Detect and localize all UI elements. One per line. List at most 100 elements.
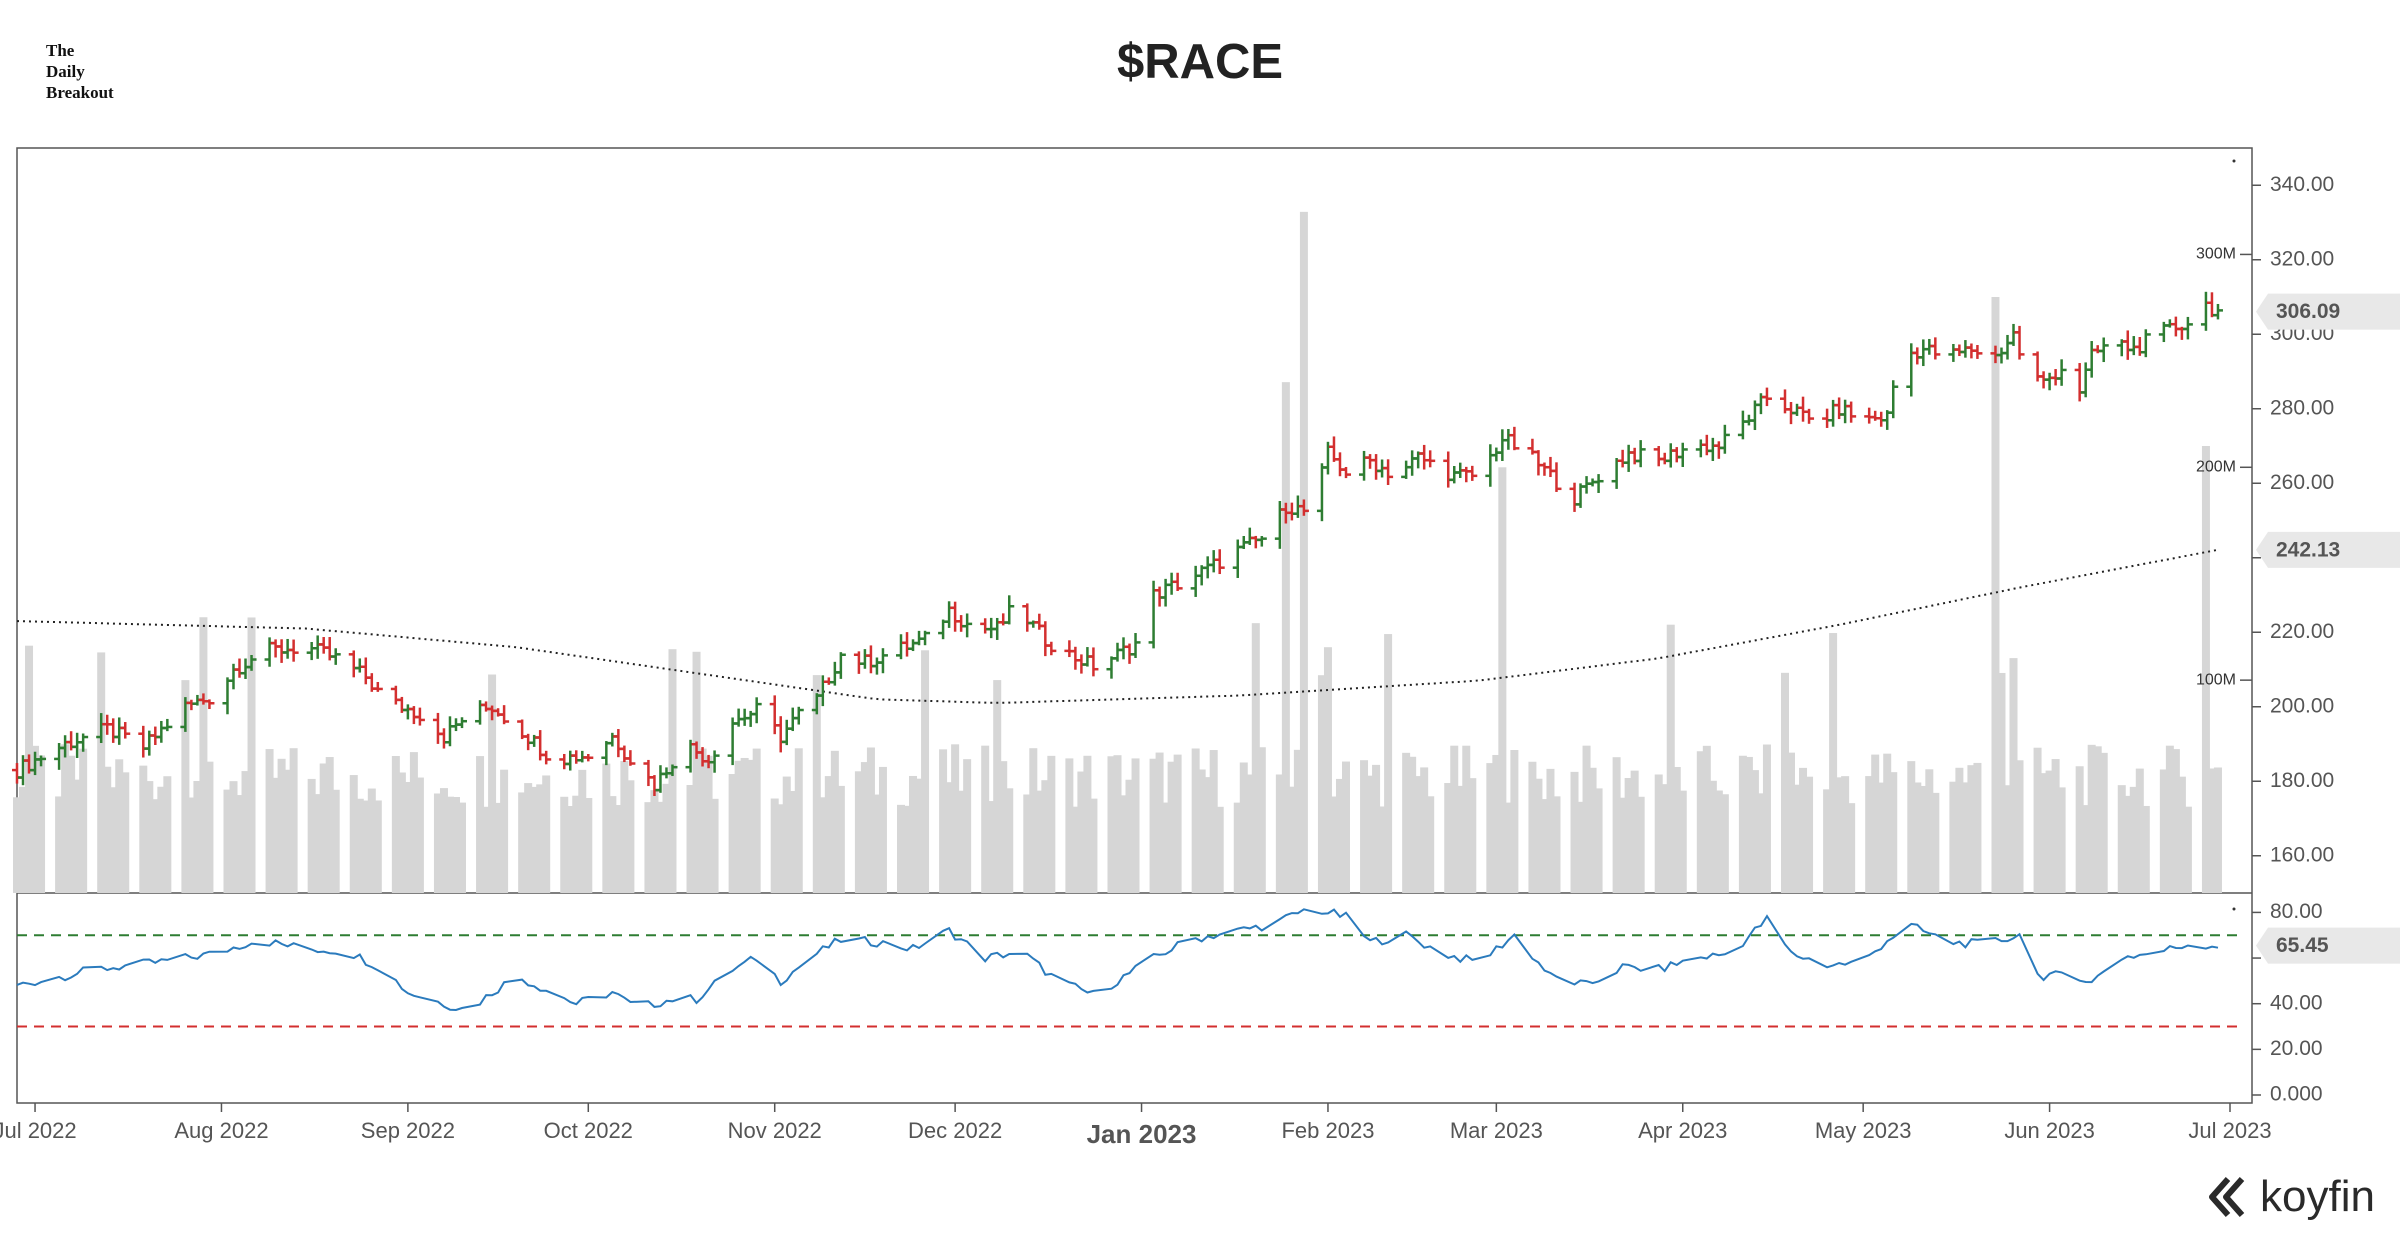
ohlc-bar [1365, 454, 1376, 469]
ohlc-bar [1804, 408, 1815, 424]
volume-bar [313, 794, 322, 893]
volume-bar [319, 763, 328, 893]
ohlc-bar [78, 733, 89, 752]
x-tick-label: Jul 2022 [0, 1118, 77, 1143]
volume-bar [1420, 767, 1429, 893]
volume-bar [921, 650, 930, 893]
ohlc-bar [1918, 339, 1929, 367]
price-tick-label: 160.00 [2270, 843, 2334, 866]
ohlc-bar [2002, 334, 2013, 360]
volume-bar [1865, 776, 1874, 893]
volume-bar [1233, 802, 1242, 893]
chart-title: $RACE [1116, 35, 1284, 89]
moving-average-badge-label: 242.13 [2276, 538, 2340, 561]
volume-bar [1113, 755, 1122, 893]
volume-bar [524, 783, 533, 893]
volume-tick-label: 100M [2196, 671, 2236, 688]
volume-bar [1155, 752, 1164, 893]
ohlc-bar [1298, 499, 1309, 516]
ohlc-bar [1948, 343, 1959, 362]
volume-bar [2087, 744, 2096, 893]
x-tick-label: May 2023 [1815, 1118, 1912, 1143]
volume-bar [1624, 778, 1633, 893]
volume-bar [1913, 782, 1922, 893]
volume-bar [409, 752, 418, 893]
price-tick-label: 180.00 [2270, 769, 2334, 792]
volume-bar [289, 748, 298, 893]
ohlc-bar [607, 732, 618, 747]
ohlc-bar [1106, 656, 1117, 679]
volume-bar [1907, 761, 1916, 893]
volume-bar [1444, 783, 1453, 893]
volume-bar [530, 786, 539, 893]
volume-bar [602, 763, 611, 893]
price-tick-label: 200.00 [2270, 694, 2334, 717]
ohlc-bar [162, 718, 173, 732]
volume-bar [1287, 786, 1296, 893]
volume-bar [2135, 768, 2144, 893]
ohlc-bar [583, 753, 594, 762]
ohlc-bar [246, 654, 257, 671]
volume-bar [1636, 796, 1645, 893]
ohlc-bar [2086, 341, 2097, 378]
volume-bar [872, 794, 881, 893]
volume-bar [1877, 782, 1886, 893]
price-tick-label: 260.00 [2270, 471, 2334, 494]
volume-bar [1630, 770, 1639, 893]
volume-bar [205, 761, 214, 893]
volume-bar [1299, 211, 1308, 893]
volume-bar [1251, 623, 1260, 893]
volume-bar [782, 776, 791, 893]
volume-bar [157, 786, 166, 893]
ohlc-bar [306, 642, 317, 661]
volume-bar [1588, 767, 1597, 893]
ohlc-bar [956, 615, 967, 632]
volume-bar [1672, 766, 1681, 893]
ohlc-bar [372, 681, 383, 692]
volume-bar [1426, 796, 1435, 893]
ohlc-bar [1864, 407, 1875, 424]
ohlc-bar [457, 717, 468, 729]
volume-bar [1750, 770, 1759, 893]
volume-bar [945, 782, 954, 893]
volume-bar [488, 674, 497, 893]
volume-bar [1534, 778, 1543, 893]
volume-bar [1065, 758, 1074, 893]
ohlc-bar [204, 699, 215, 710]
ohlc-bar [499, 705, 510, 725]
ohlc-bar [2128, 336, 2139, 356]
volume-bar [1991, 297, 2000, 893]
volume-bar [2201, 446, 2210, 893]
ohlc-bar [1034, 613, 1045, 630]
volume-bar [1702, 745, 1711, 893]
ohlc-bar [2074, 363, 2085, 402]
volume-bar [1360, 760, 1369, 893]
volume-bar [2051, 759, 2060, 893]
ohlc-bar [138, 725, 149, 758]
volume-bar [788, 790, 797, 893]
volume-bar [151, 799, 160, 893]
volume-bar [229, 781, 238, 893]
volume-bar [614, 805, 623, 893]
volume-bar [2093, 746, 2102, 893]
volume-bar [2075, 766, 2084, 893]
ohlc-bar [1503, 429, 1514, 450]
price-tick-label: 280.00 [2270, 396, 2334, 419]
ohlc-bar [1960, 340, 1971, 358]
volume-bar [1961, 782, 1970, 893]
volume-bar [403, 782, 412, 893]
x-tick-label: Jan 2023 [1087, 1119, 1197, 1149]
volume-bar [662, 783, 671, 893]
ohlc-bar [1250, 535, 1261, 549]
volume-bar [1239, 762, 1248, 893]
rsi-line [16, 908, 2219, 1012]
volume-bar [2213, 767, 2222, 893]
volume-bar [1582, 745, 1591, 893]
volume-bar [686, 784, 695, 893]
volume-bar [734, 760, 743, 893]
ohlc-bar [2170, 316, 2181, 337]
volume-bar [951, 744, 960, 893]
ohlc-bar [751, 697, 762, 724]
volume-bar [1125, 779, 1134, 893]
volume-bar [1546, 768, 1555, 893]
